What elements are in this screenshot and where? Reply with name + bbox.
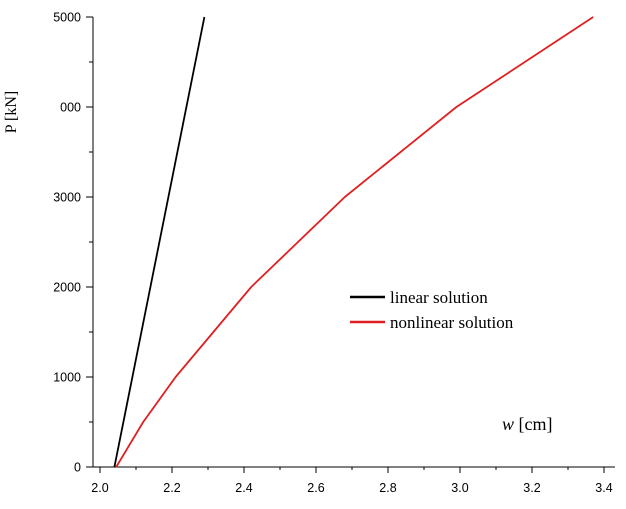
series-line-0 bbox=[113, 16, 206, 468]
x-tick-label: 2.8 bbox=[379, 481, 396, 495]
x-axis-label: w [cm] bbox=[502, 414, 553, 434]
y-tick-label: 2000 bbox=[53, 281, 81, 295]
y-tick-label: 0 bbox=[74, 461, 81, 475]
x-tick-label: 2.6 bbox=[307, 481, 324, 495]
ticks: 2.0 2.2 2.4 2.6 2.8 3.0 3.2 3.4 0 1000 2000 3000 000… bbox=[53, 11, 613, 496]
legend-label-0: linear solution bbox=[390, 288, 488, 307]
x-tick-label: 2.0 bbox=[91, 481, 108, 495]
y-tick-label: 1000 bbox=[53, 371, 81, 385]
x-tick-label: 3.0 bbox=[451, 481, 468, 495]
y-tick-label: 000 bbox=[60, 101, 81, 115]
x-tick-label: 2.4 bbox=[235, 481, 252, 495]
legend: linear solution nonlinear solution bbox=[350, 288, 514, 332]
x-tick-label: 3.2 bbox=[523, 481, 540, 495]
y-tick-label: 3000 bbox=[53, 191, 81, 205]
x-axis-variable: w bbox=[502, 414, 514, 434]
x-tick-label: 3.4 bbox=[595, 481, 612, 495]
axes bbox=[92, 17, 615, 468]
series-group bbox=[113, 16, 594, 468]
y-axis-title: P [kN] bbox=[3, 91, 20, 134]
x-tick-label: 2.2 bbox=[163, 481, 180, 495]
y-tick-label: 5000 bbox=[53, 11, 81, 25]
x-axis-title: w [cm] bbox=[502, 414, 553, 434]
x-axis-unit: [cm] bbox=[514, 414, 552, 434]
series-line-1 bbox=[115, 16, 594, 468]
legend-label-1: nonlinear solution bbox=[390, 313, 514, 332]
y-axis-label: P [kN] bbox=[3, 91, 20, 134]
